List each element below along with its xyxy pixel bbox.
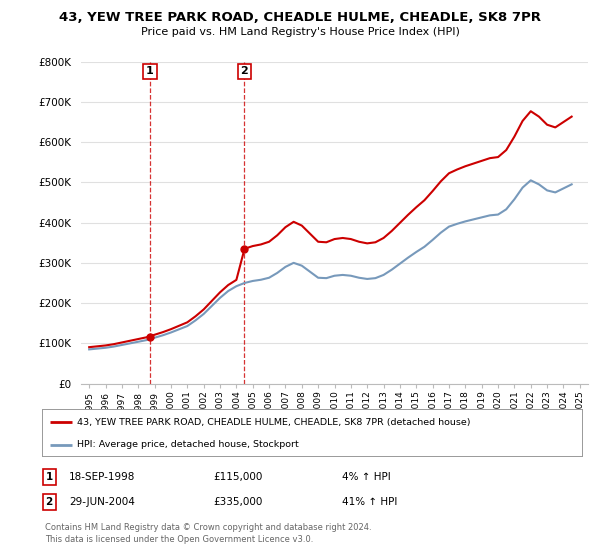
Text: 1: 1 — [46, 472, 53, 482]
Text: 18-SEP-1998: 18-SEP-1998 — [69, 472, 136, 482]
Text: 41% ↑ HPI: 41% ↑ HPI — [342, 497, 397, 507]
Text: Price paid vs. HM Land Registry's House Price Index (HPI): Price paid vs. HM Land Registry's House … — [140, 27, 460, 37]
Text: 2: 2 — [46, 497, 53, 507]
Text: 43, YEW TREE PARK ROAD, CHEADLE HULME, CHEADLE, SK8 7PR (detached house): 43, YEW TREE PARK ROAD, CHEADLE HULME, C… — [77, 418, 470, 427]
Text: £115,000: £115,000 — [213, 472, 262, 482]
Text: Contains HM Land Registry data © Crown copyright and database right 2024.
This d: Contains HM Land Registry data © Crown c… — [45, 522, 371, 544]
Text: 43, YEW TREE PARK ROAD, CHEADLE HULME, CHEADLE, SK8 7PR: 43, YEW TREE PARK ROAD, CHEADLE HULME, C… — [59, 11, 541, 24]
Text: 4% ↑ HPI: 4% ↑ HPI — [342, 472, 391, 482]
Text: 29-JUN-2004: 29-JUN-2004 — [69, 497, 135, 507]
Text: £335,000: £335,000 — [213, 497, 262, 507]
Text: HPI: Average price, detached house, Stockport: HPI: Average price, detached house, Stoc… — [77, 440, 299, 449]
Text: 1: 1 — [146, 67, 154, 76]
Text: 2: 2 — [241, 67, 248, 76]
